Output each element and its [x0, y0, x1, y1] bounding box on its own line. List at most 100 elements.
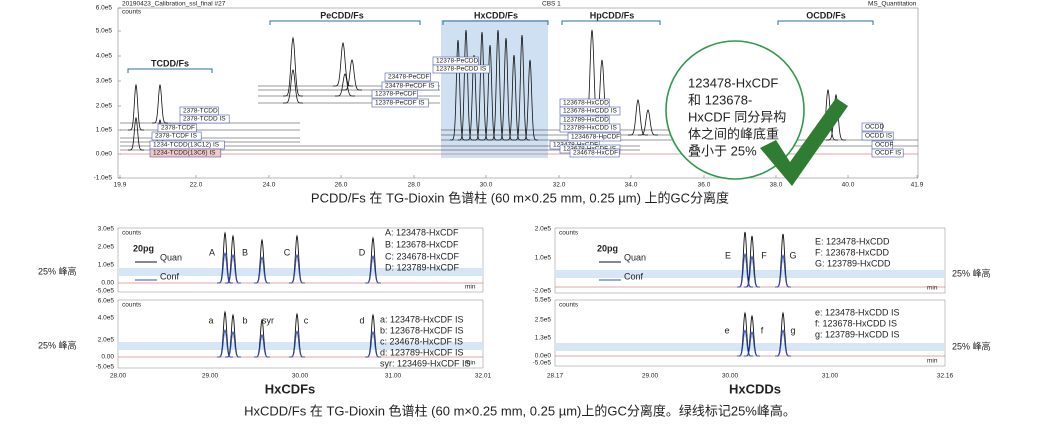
peak [283, 69, 303, 104]
quan-peak [254, 318, 270, 358]
compound-label: 123789-HxCDD [563, 117, 609, 124]
y-tick-label: 4.0e5 [98, 315, 115, 322]
y-tick-label: -5.0e5 [96, 364, 115, 371]
legend-entry: C: 234678-HxCDF [385, 251, 460, 261]
legend-entry: g: 123789-HxCDD IS [815, 329, 900, 339]
group-bracket [561, 20, 661, 25]
peak-label: A [209, 247, 215, 257]
method: MS_Quantitation [868, 1, 917, 8]
peak [498, 37, 514, 141]
compound-label: 12378-PeCDD [436, 58, 479, 65]
callout-text: 叠小于 25% [688, 143, 757, 158]
x-unit: min [927, 285, 938, 292]
peak [128, 83, 144, 131]
callout-text: 体之间的峰底重 [688, 126, 779, 141]
legend-entry: b: 123678-HxCDF IS [380, 325, 464, 335]
panel-frame [554, 299, 946, 367]
y-tick-label: 1.0e5 [98, 262, 115, 269]
y-tick-label: 0.0e0 [96, 151, 113, 158]
compound-label: 123678-HxCDD [563, 100, 609, 107]
x-tick-label: 28.17 [547, 373, 564, 380]
quan-peak [254, 238, 270, 284]
compound-box [371, 98, 429, 108]
y-tick-label: 2.0e5 [98, 337, 115, 344]
y-tick-label: 1.0e5 [96, 127, 113, 134]
conf-peak [744, 331, 760, 357]
x-tick-label: 36.0 [698, 182, 711, 189]
conf-peak [737, 252, 753, 288]
quan-peak [365, 313, 381, 358]
y-tick-label: 3.0e5 [96, 78, 113, 85]
band-label: 25% 峰高 [952, 267, 991, 278]
y-tick-label: 2.5e5 [535, 317, 552, 324]
legend-quan: Quan [160, 252, 182, 262]
compound-label: 12378-PeCDF [375, 91, 417, 98]
compound-box [371, 89, 418, 99]
compound-box [151, 131, 202, 141]
conf-peak [217, 328, 233, 358]
legend-conf: Conf [160, 271, 180, 281]
callout-text: 123478-HxCDF [688, 75, 778, 90]
group-bracket [777, 20, 874, 25]
conf-peak [365, 330, 381, 358]
x-tick-label: 29.00 [202, 373, 219, 380]
conf-peak [744, 255, 760, 288]
y-tick-label: 0.00 [101, 280, 114, 287]
panel-title: HxCDDs [729, 381, 781, 396]
y-tick-label: 6.0e5 [96, 5, 113, 12]
x-tick-label: 31.00 [385, 373, 402, 380]
x-tick-label: 26.0 [335, 182, 348, 189]
peak [128, 116, 144, 151]
panel-frame [117, 299, 484, 369]
quarter-band [118, 342, 483, 350]
legend-entry: c: 234678-HxCDF IS [380, 336, 463, 346]
x-tick-label: 32.16 [937, 373, 954, 380]
conf-peak [254, 256, 270, 284]
peak [628, 99, 648, 136]
peak-label: C [284, 247, 291, 257]
compound-box [569, 148, 620, 158]
compound-label: 1234-TCDD(13C6) IS [153, 150, 216, 157]
peak-label: g [790, 325, 795, 335]
y-tick-label: -2.0e5 [533, 288, 552, 295]
legend-entry: F: 123678-HxCDD [815, 247, 890, 257]
conf-peak [225, 253, 241, 284]
peak-label: D [359, 247, 366, 257]
compound-box [559, 106, 621, 116]
bottom-caption: HxCDD/Fs 在 TG-Dioxin 色谱柱 (60 m×0.25 mm, … [244, 403, 796, 418]
legend-entry: e: 123478-HxCDD IS [815, 307, 900, 317]
compound-label: 2378-TCDF IS [155, 133, 198, 140]
compound-label: 2378-TCDF [161, 125, 195, 132]
x-tick-label: 29.00 [642, 373, 659, 380]
peak [335, 73, 355, 97]
compound-label: 123789-HxCDD IS [563, 125, 617, 132]
legend-entry: d: 123789-HxCDF IS [380, 347, 464, 357]
x-tick-label: 30.00 [722, 373, 739, 380]
compound-label: 123678-HxCDD IS [563, 108, 617, 115]
y-units: counts [559, 230, 579, 237]
y-units: counts [122, 230, 142, 237]
group-label: TCDD/Fs [151, 58, 189, 68]
compound-label: OCDD IS [865, 133, 893, 140]
x-tick-label: 24.0 [263, 182, 276, 189]
compound-label: 12378-PeCDD IS [436, 66, 487, 73]
group-label: HpCDD/Fs [590, 10, 635, 20]
x-tick-label: 30.00 [292, 373, 309, 380]
peak [506, 54, 522, 141]
x-tick-label: 32.01 [475, 373, 492, 380]
conf-peak [737, 329, 753, 357]
compound-box [861, 131, 894, 141]
conf-peak [289, 253, 305, 284]
x-tick-label: 28.00 [110, 373, 127, 380]
conf-peak [254, 333, 270, 358]
amount-label: 20pg [133, 243, 154, 253]
y-tick-label: 5.5e5 [535, 297, 552, 304]
y-tick-label: 6.0e5 [98, 298, 115, 305]
peak-label: syr [262, 315, 274, 325]
y-units: counts [122, 302, 142, 309]
top-plot-frame [117, 7, 919, 179]
legend-quan: Quan [624, 252, 646, 262]
group-label: PeCDD/Fs [320, 10, 364, 20]
legend-entry: f: 123678-HxCDD IS [815, 318, 897, 328]
